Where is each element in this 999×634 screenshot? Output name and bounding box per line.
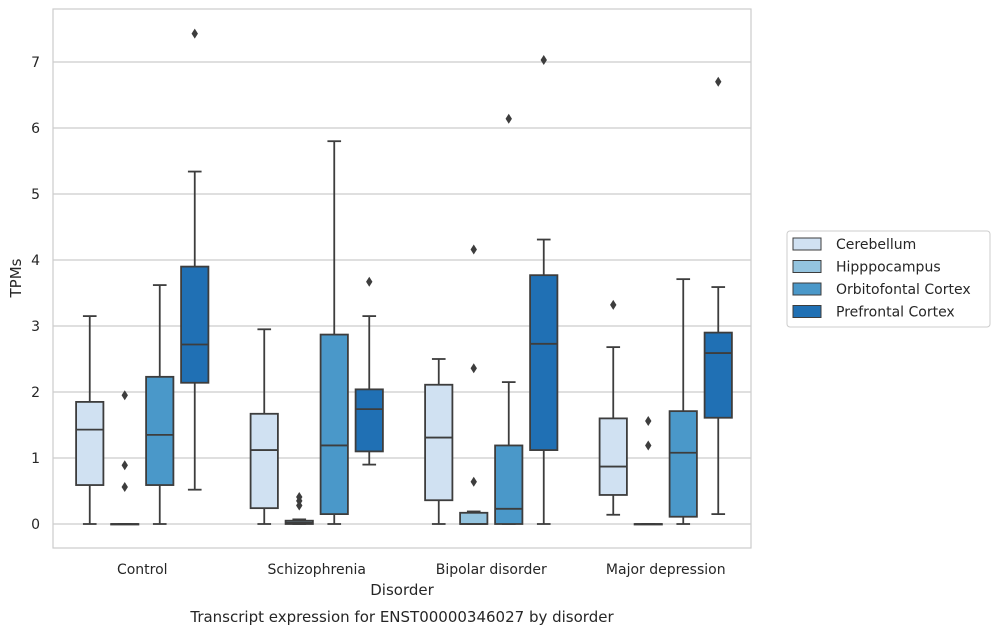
box-3-2 bbox=[668, 278, 698, 525]
box-body bbox=[529, 274, 559, 451]
box-0-3 bbox=[180, 28, 210, 491]
box-body bbox=[703, 331, 733, 419]
x-tick-label-0: Control bbox=[117, 562, 168, 578]
y-tick-label-5: 5 bbox=[31, 187, 40, 203]
box-1-2 bbox=[319, 140, 349, 525]
box-body bbox=[249, 412, 279, 510]
legend-label-2: Orbitofontal Cortex bbox=[836, 282, 971, 298]
legend: Cerebellum Hipppocampus Orbitofontal Corte… bbox=[786, 230, 991, 328]
legend-frame bbox=[786, 230, 991, 328]
box-3-0 bbox=[598, 299, 628, 516]
plot-frame bbox=[52, 8, 752, 549]
outlier-point bbox=[296, 491, 303, 502]
outlier-point bbox=[715, 76, 722, 87]
legend-swatch-0 bbox=[792, 237, 822, 251]
box-2-2 bbox=[494, 113, 524, 525]
y-tick-label-0: 0 bbox=[31, 517, 40, 533]
x-tick-label-1: Schizophrenia bbox=[268, 562, 366, 578]
box-0-0 bbox=[75, 315, 105, 525]
box-2-3 bbox=[529, 55, 559, 525]
legend-swatch-1 bbox=[792, 260, 822, 273]
y-tick-label-1: 1 bbox=[31, 451, 40, 467]
box-1-0 bbox=[249, 328, 279, 525]
box-body bbox=[354, 388, 384, 453]
x-tick-label-2: Bipolar disorder bbox=[436, 562, 547, 578]
y-axis-ticks: 0 1 2 3 4 5 6 7 bbox=[31, 55, 40, 533]
y-tick-label-6: 6 bbox=[31, 121, 40, 137]
y-tick-label-2: 2 bbox=[31, 385, 40, 401]
y-tick-label-4: 4 bbox=[31, 253, 40, 269]
box-body bbox=[319, 333, 349, 515]
box-body bbox=[424, 383, 454, 502]
legend-label-3: Prefrontal Cortex bbox=[836, 305, 955, 321]
box-2-1 bbox=[459, 244, 489, 525]
outlier-point bbox=[645, 440, 652, 451]
legend-label-1: Hipppocampus bbox=[836, 260, 941, 276]
outlier-point bbox=[121, 460, 128, 471]
outlier-point bbox=[470, 244, 477, 255]
outlier-point bbox=[645, 416, 652, 427]
box-body bbox=[494, 444, 524, 525]
outlier-point bbox=[470, 363, 477, 374]
y-axis-label: TPMs bbox=[7, 258, 25, 298]
x-axis-ticks: Control Schizophrenia Bipolar disorder Majo… bbox=[117, 562, 726, 578]
outlier-point bbox=[121, 482, 128, 493]
box-body bbox=[145, 375, 175, 486]
box-groups bbox=[75, 28, 733, 526]
y-tick-label-7: 7 bbox=[31, 55, 40, 71]
box-body bbox=[668, 410, 698, 518]
box-2-0 bbox=[424, 358, 454, 525]
legend-swatch-2 bbox=[792, 282, 822, 296]
legend-swatch-3 bbox=[792, 305, 822, 318]
outlier-point bbox=[366, 276, 373, 287]
y-tick-label-3: 3 bbox=[31, 319, 40, 335]
box-1-3 bbox=[354, 276, 384, 466]
legend-label-0: Cerebellum bbox=[836, 237, 916, 253]
box-1-1 bbox=[284, 491, 314, 525]
box-0-2 bbox=[145, 284, 175, 525]
box-body bbox=[180, 265, 210, 384]
outlier-point bbox=[121, 390, 128, 401]
box-body bbox=[75, 400, 105, 486]
outlier-point bbox=[470, 476, 477, 487]
chart-title: Transcript expression for ENST0000034602… bbox=[189, 608, 614, 626]
box-body bbox=[598, 417, 628, 496]
x-tick-label-3: Major depression bbox=[606, 562, 726, 578]
box-0-1 bbox=[110, 390, 140, 526]
outlier-point bbox=[540, 55, 547, 66]
box-body bbox=[459, 511, 489, 525]
x-axis-label: Disorder bbox=[370, 581, 434, 599]
outlier-point bbox=[610, 299, 617, 310]
outlier-point bbox=[505, 113, 512, 124]
box-3-1 bbox=[633, 416, 663, 526]
outlier-point bbox=[191, 28, 198, 39]
box-3-3 bbox=[703, 76, 733, 515]
